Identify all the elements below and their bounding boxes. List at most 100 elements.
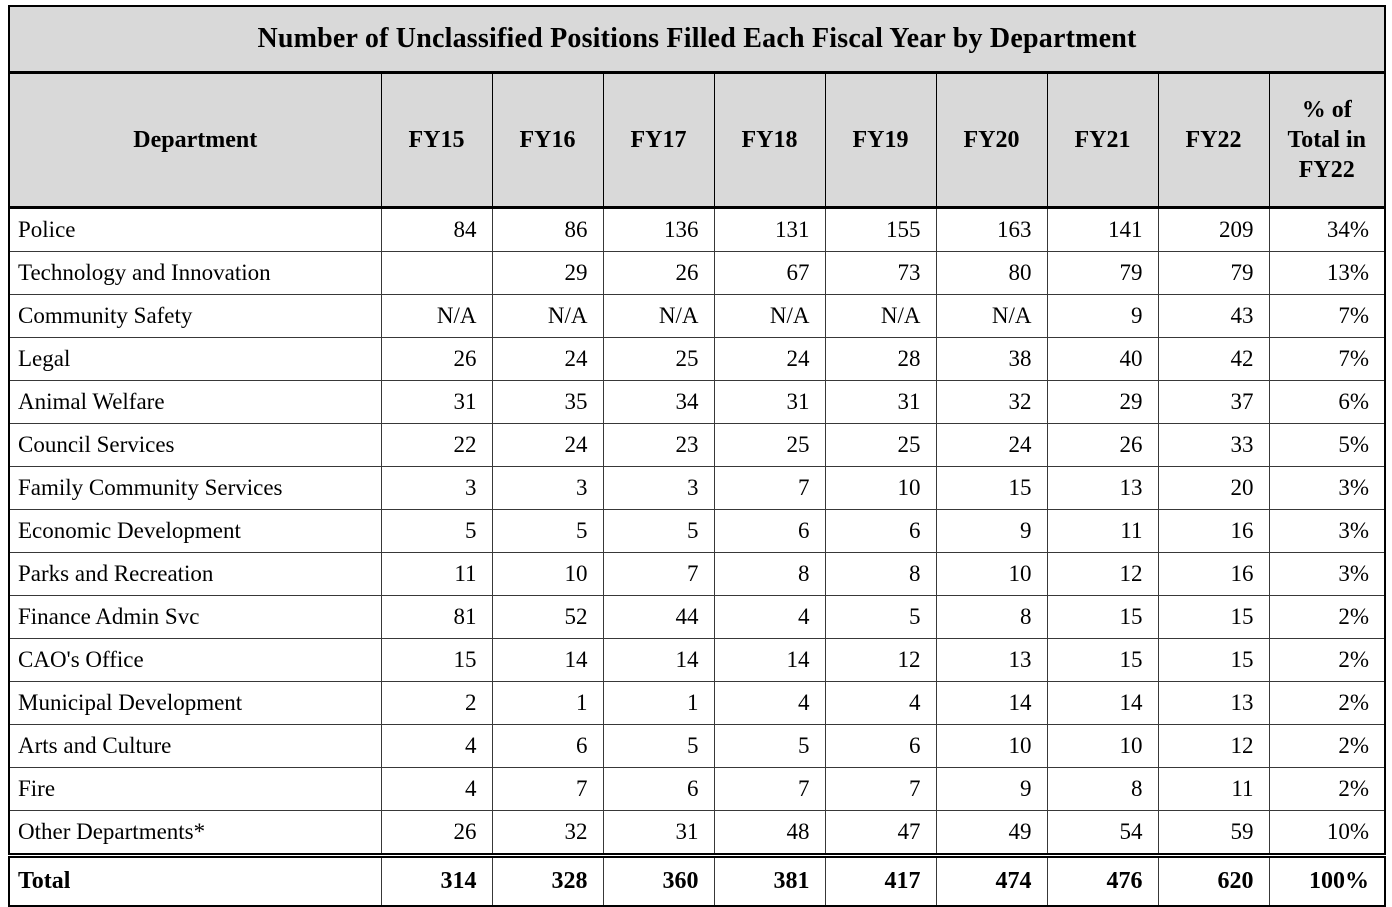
cell-value: 67 <box>713 251 826 295</box>
column-header-fy15: FY15 <box>380 72 493 209</box>
cell-value: 23 <box>602 423 715 467</box>
cell-value: 7 <box>713 767 826 811</box>
column-header-fy20: FY20 <box>935 72 1048 209</box>
table-row: CAO's Office 15 14 14 14 12 13 15 15 2% <box>8 638 1386 682</box>
cell-value: 5 <box>602 509 715 553</box>
cell-value: N/A <box>824 294 937 338</box>
cell-department: Parks and Recreation <box>8 552 382 596</box>
cell-value: N/A <box>380 294 493 338</box>
cell-department: Police <box>8 207 382 252</box>
cell-value: 13% <box>1268 251 1386 295</box>
positions-table: Number of Unclassified Positions Filled … <box>8 5 1386 907</box>
cell-value: 13 <box>1157 681 1270 725</box>
cell-value: 8 <box>713 552 826 596</box>
cell-value: 80 <box>935 251 1048 295</box>
cell-value: 14 <box>713 638 826 682</box>
cell-value: 25 <box>602 337 715 381</box>
cell-value: 25 <box>824 423 937 467</box>
cell-value: 3% <box>1268 466 1386 510</box>
cell-value: 25 <box>713 423 826 467</box>
table-title-row: Number of Unclassified Positions Filled … <box>9 6 1385 74</box>
cell-value: 6 <box>602 767 715 811</box>
cell-value: 5 <box>713 724 826 768</box>
cell-department: Other Departments* <box>8 810 382 856</box>
table-row: Animal Welfare 31 35 34 31 31 32 29 37 6% <box>8 380 1386 424</box>
column-header-fy16: FY16 <box>491 72 604 209</box>
column-header-row: Department FY15 FY16 FY17 FY18 FY19 FY20 FY21 FY… <box>8 72 1386 209</box>
cell-value: 15 <box>1046 595 1159 639</box>
cell-value: 26 <box>380 810 493 856</box>
cell-value: 136 <box>602 207 715 252</box>
cell-value: 48 <box>713 810 826 856</box>
cell-value: 360 <box>602 853 715 907</box>
column-header-department: Department <box>8 72 382 209</box>
cell-value: N/A <box>713 294 826 338</box>
cell-value: 14 <box>491 638 604 682</box>
cell-value: 34 <box>602 380 715 424</box>
cell-value: 3% <box>1268 509 1386 553</box>
table-row: Arts and Culture 4 6 5 5 6 10 10 12 2% <box>8 724 1386 768</box>
total-row: Total 314 328 360 381 417 474 476 620 100% <box>8 853 1386 907</box>
cell-value: 24 <box>713 337 826 381</box>
cell-department: Municipal Development <box>8 681 382 725</box>
cell-value: 22 <box>380 423 493 467</box>
cell-value: 3 <box>491 466 604 510</box>
table-row: Parks and Recreation 11 10 7 8 8 10 12 16 3% <box>8 552 1386 596</box>
table-row: Fire 4 7 6 7 7 9 8 11 2% <box>8 767 1386 811</box>
cell-department: Economic Development <box>8 509 382 553</box>
cell-value: 3 <box>380 466 493 510</box>
column-header-of-total-in-fy22: % of Total in FY22 <box>1268 72 1386 209</box>
cell-value: 8 <box>824 552 937 596</box>
cell-value: 2% <box>1268 638 1386 682</box>
cell-value: 42 <box>1157 337 1270 381</box>
cell-value: 24 <box>935 423 1048 467</box>
cell-value: 26 <box>1046 423 1159 467</box>
cell-value: 12 <box>824 638 937 682</box>
cell-value: 28 <box>824 337 937 381</box>
cell-value: 381 <box>713 853 826 907</box>
cell-value: 44 <box>602 595 715 639</box>
cell-value: 9 <box>935 767 1048 811</box>
cell-value: 11 <box>1157 767 1270 811</box>
cell-department: Legal <box>8 337 382 381</box>
cell-value: 15 <box>1046 638 1159 682</box>
cell-value: 37 <box>1157 380 1270 424</box>
cell-value: 9 <box>935 509 1048 553</box>
cell-value: 2% <box>1268 767 1386 811</box>
cell-value: 24 <box>491 423 604 467</box>
cell-value: 131 <box>713 207 826 252</box>
cell-value: 14 <box>602 638 715 682</box>
cell-department: Family Community Services <box>8 466 382 510</box>
cell-value: 7% <box>1268 337 1386 381</box>
cell-value: N/A <box>935 294 1048 338</box>
cell-value: 31 <box>824 380 937 424</box>
cell-value: 13 <box>935 638 1048 682</box>
cell-value: 16 <box>1157 509 1270 553</box>
cell-value: 100% <box>1268 853 1386 907</box>
cell-value: 86 <box>491 207 604 252</box>
cell-value: 5 <box>602 724 715 768</box>
cell-value: 15 <box>935 466 1048 510</box>
total-label: Total <box>8 853 382 907</box>
cell-value: 54 <box>1046 810 1159 856</box>
column-header-fy18: FY18 <box>713 72 826 209</box>
cell-value: 5 <box>824 595 937 639</box>
cell-value: 2 <box>380 681 493 725</box>
table-row: Economic Development 5 5 5 6 6 9 11 16 3% <box>8 509 1386 553</box>
cell-value: 5% <box>1268 423 1386 467</box>
cell-value: 32 <box>491 810 604 856</box>
cell-value: 6 <box>824 509 937 553</box>
cell-value: 155 <box>824 207 937 252</box>
cell-value: 2% <box>1268 724 1386 768</box>
cell-value: 2% <box>1268 681 1386 725</box>
table-row: Other Departments* 26 32 31 48 47 49 54 59 10% <box>8 810 1386 856</box>
cell-department: Animal Welfare <box>8 380 382 424</box>
cell-value: 15 <box>380 638 493 682</box>
cell-value: 12 <box>1046 552 1159 596</box>
cell-value: 20 <box>1157 466 1270 510</box>
cell-value: 9 <box>1046 294 1159 338</box>
cell-value: 7 <box>824 767 937 811</box>
cell-value: 1 <box>602 681 715 725</box>
cell-value: 8 <box>1046 767 1159 811</box>
